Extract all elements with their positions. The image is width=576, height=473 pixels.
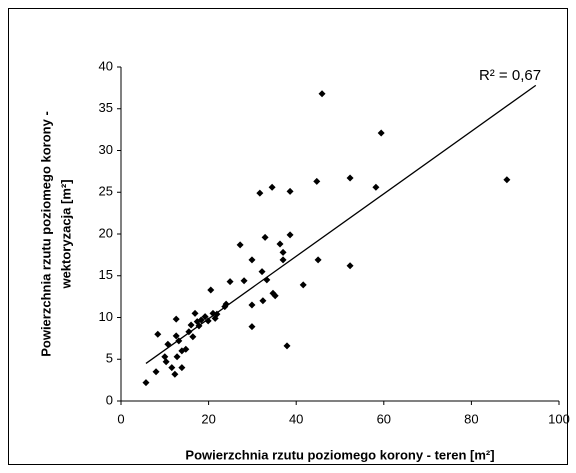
point	[142, 379, 150, 387]
y-tick-label: 5	[106, 351, 113, 366]
point	[173, 353, 181, 361]
y-tick-label: 0	[106, 392, 113, 407]
point	[299, 281, 307, 289]
y-tick-label: 25	[99, 184, 113, 199]
point	[346, 262, 354, 270]
point	[154, 330, 162, 338]
point	[503, 176, 511, 184]
point	[258, 268, 266, 276]
point	[191, 309, 199, 317]
point	[204, 317, 212, 325]
point	[189, 333, 197, 341]
y-axis-label: Powierzchnia rzutu poziomego korony -	[38, 111, 53, 357]
point	[197, 316, 205, 324]
point	[195, 322, 203, 330]
point	[271, 292, 279, 300]
point	[377, 129, 385, 137]
point	[187, 321, 195, 329]
point	[248, 323, 256, 331]
chart-frame	[8, 8, 568, 465]
point	[263, 276, 271, 284]
point	[172, 332, 180, 340]
y-tick-label: 40	[99, 58, 113, 73]
point	[226, 278, 234, 286]
point	[164, 340, 172, 348]
x-tick-label: 100	[548, 411, 570, 426]
point	[286, 187, 294, 195]
point	[240, 277, 248, 285]
point	[314, 256, 322, 264]
point	[279, 248, 287, 256]
point	[207, 286, 215, 294]
annotation: R² = 0,67	[479, 67, 541, 84]
point	[171, 370, 179, 378]
point	[372, 183, 380, 191]
point	[185, 328, 193, 336]
point	[313, 177, 321, 185]
point	[283, 342, 291, 350]
point	[346, 174, 354, 182]
point	[279, 256, 287, 264]
point	[236, 241, 244, 249]
y-axis-label: wektoryzacja [m²]	[58, 179, 73, 289]
point	[286, 231, 294, 239]
x-tick-label: 60	[377, 411, 391, 426]
point	[168, 364, 176, 372]
y-tick-label: 10	[99, 309, 113, 324]
point	[268, 183, 276, 191]
point	[201, 313, 209, 321]
point	[248, 256, 256, 264]
point	[248, 301, 256, 309]
point	[182, 345, 190, 353]
y-tick-label: 20	[99, 225, 113, 240]
point	[261, 233, 269, 241]
y-tick-label: 35	[99, 100, 113, 115]
x-tick-label: 20	[201, 411, 215, 426]
point	[222, 300, 230, 308]
x-tick-label: 80	[464, 411, 478, 426]
point	[276, 240, 284, 248]
point	[318, 90, 326, 98]
x-tick-label: 0	[117, 411, 124, 426]
point	[175, 337, 183, 345]
point	[256, 189, 264, 197]
point	[172, 315, 180, 323]
point	[178, 364, 186, 372]
x-axis-label: Powierzchnia rzutu poziomego korony - te…	[185, 447, 494, 462]
trendline	[145, 84, 537, 364]
y-tick-label: 30	[99, 142, 113, 157]
point	[152, 368, 160, 376]
x-tick-label: 40	[289, 411, 303, 426]
point	[213, 310, 221, 318]
point	[259, 297, 267, 305]
y-tick-label: 15	[99, 267, 113, 282]
point	[162, 358, 170, 366]
point	[161, 353, 169, 361]
